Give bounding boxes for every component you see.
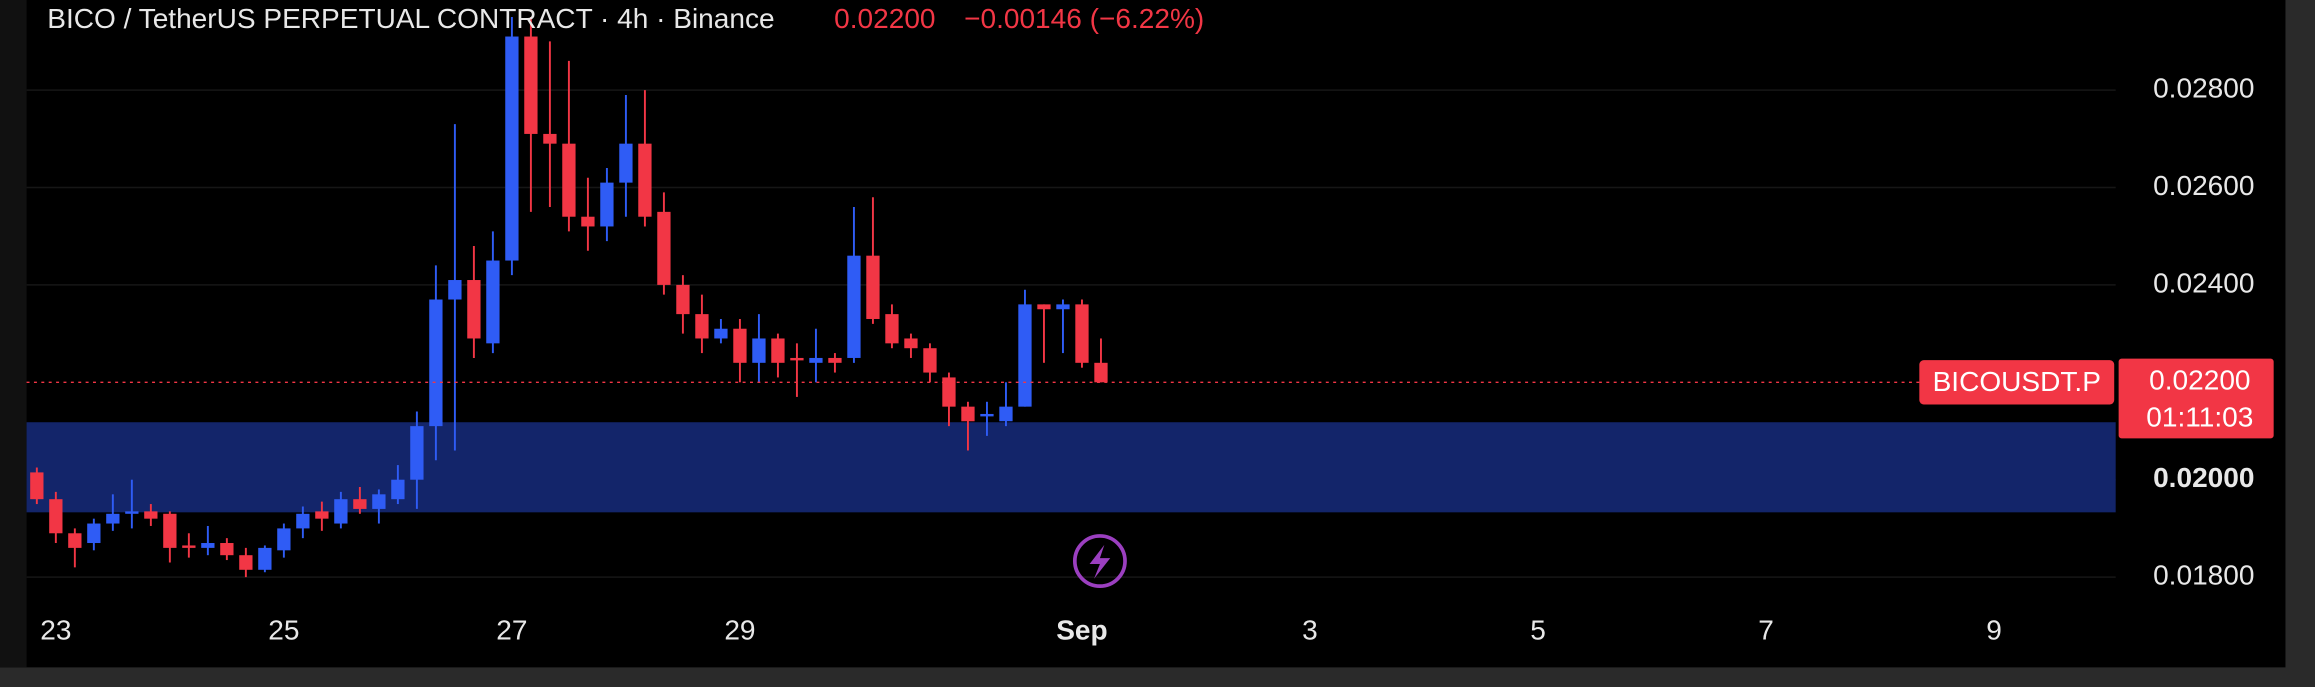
candle-body	[1056, 304, 1070, 310]
countdown: 01:11:03	[2146, 402, 2253, 433]
candle-body	[581, 216, 595, 227]
y-tick-label: 0.01800	[2153, 560, 2254, 591]
candle-body	[942, 377, 956, 407]
candle-body	[543, 133, 557, 144]
left-edge	[0, 0, 27, 668]
candle-body	[334, 499, 348, 524]
header-change: −0.00146 (−6.22%)	[964, 3, 1204, 34]
candle-body	[201, 543, 215, 548]
x-tick-label: 25	[268, 614, 299, 645]
candle-body	[163, 513, 177, 548]
candle-body	[619, 143, 633, 183]
candle-body	[486, 260, 500, 344]
candle-body	[638, 143, 652, 217]
candle-body	[239, 555, 253, 570]
candle-body	[524, 36, 538, 134]
candle-body	[1075, 304, 1089, 363]
candle-body	[923, 348, 937, 373]
candle-body	[714, 328, 728, 339]
candle-body	[752, 338, 766, 363]
x-tick-label: 23	[40, 614, 71, 645]
candle-body	[68, 533, 82, 548]
candle-body	[828, 357, 842, 363]
y-tick-label: 0.02600	[2153, 170, 2254, 201]
y-tick-label: 0.02800	[2153, 73, 2254, 104]
candle-body	[391, 479, 405, 500]
candle-body	[999, 406, 1013, 422]
candle-body	[258, 547, 272, 570]
candle-body	[87, 523, 101, 544]
plot-area: 0.01800 0.02000 0.02400 0.02600 0.02800 23 25 2…	[26, 17, 2274, 645]
x-tick-label: 5	[1530, 614, 1546, 645]
symbol-tag: BICOUSDT.P	[1933, 366, 2101, 397]
candle-body	[809, 357, 823, 363]
candle-body	[733, 328, 747, 363]
candle-body	[980, 413, 994, 417]
candle-body	[1018, 304, 1032, 407]
y-tick-label: 0.02400	[2153, 267, 2254, 298]
x-tick-label: 3	[1302, 614, 1318, 645]
candle-body	[448, 280, 462, 300]
candle-body	[296, 513, 310, 529]
candle-body	[125, 511, 139, 514]
chart-title: BICO / TetherUS PERPETUAL CONTRACT · 4h …	[47, 3, 774, 34]
candle-body	[372, 494, 386, 509]
x-tick-label: Sep	[1056, 614, 1107, 645]
price-tag-box	[2118, 358, 2274, 439]
lightning-bolt	[1089, 544, 1111, 579]
candle-body	[676, 284, 690, 315]
x-tick-label: 27	[496, 614, 527, 645]
candle-body	[904, 338, 918, 349]
symbol-tag-box	[1919, 360, 2115, 405]
candle-body	[790, 357, 804, 361]
candle-body	[353, 499, 367, 509]
candle-body	[866, 255, 880, 319]
candle-body	[49, 499, 63, 534]
x-tick-label: 29	[724, 614, 755, 645]
candle-body	[505, 36, 519, 261]
lightning-icon[interactable]	[1072, 534, 1127, 589]
price-tag: 0.02200	[2149, 365, 2250, 396]
candle-body	[1037, 304, 1051, 310]
candle-body	[277, 528, 291, 551]
candle-body	[429, 299, 443, 427]
candle-body	[467, 280, 481, 339]
candle-body	[657, 211, 671, 285]
y-tick-label: 0.02000	[2153, 462, 2254, 493]
candle-body	[144, 511, 158, 519]
candle-body	[695, 314, 709, 339]
candle-body	[562, 143, 576, 217]
bottom-edge	[0, 667, 2315, 687]
candle-body	[961, 406, 975, 422]
header-price: 0.02200	[834, 3, 935, 34]
x-tick-label: 7	[1758, 614, 1774, 645]
candle-body	[885, 314, 899, 344]
candle-body	[30, 472, 44, 500]
candle-body	[315, 511, 329, 519]
candle-body	[847, 255, 861, 358]
candle-body	[182, 545, 196, 548]
x-tick-label: 9	[1986, 614, 2002, 645]
candle-body	[1094, 362, 1108, 383]
candle-body	[410, 426, 424, 480]
candle-body	[771, 338, 785, 363]
candle-body	[220, 543, 234, 556]
candle-body	[600, 182, 614, 227]
right-edge	[2285, 0, 2315, 687]
candle-body	[106, 513, 120, 524]
